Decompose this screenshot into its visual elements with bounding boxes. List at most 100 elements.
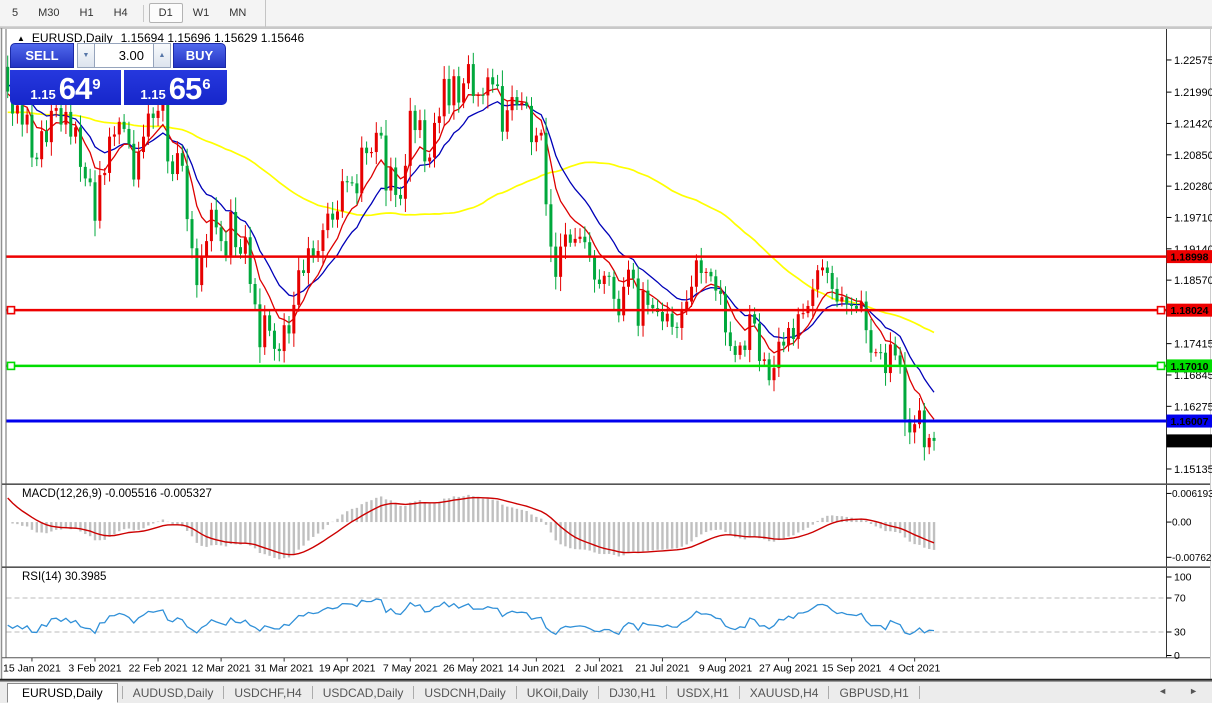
svg-text:100: 100: [1174, 572, 1192, 584]
svg-text:1.16007: 1.16007: [1171, 416, 1209, 428]
svg-text:14 Jun 2021: 14 Jun 2021: [507, 663, 565, 675]
svg-text:1.17010: 1.17010: [1171, 361, 1209, 373]
timeframe-5[interactable]: 5: [12, 7, 19, 19]
buy-button[interactable]: BUY: [173, 43, 226, 68]
svg-text:1.16845: 1.16845: [1174, 370, 1212, 382]
moving-averages: [7, 83, 935, 420]
svg-text:4 Oct 2021: 4 Oct 2021: [889, 663, 941, 675]
toolbar-separator: [265, 0, 267, 27]
svg-text:1.19710: 1.19710: [1174, 212, 1212, 224]
timeframe-mn[interactable]: MN: [229, 7, 247, 19]
svg-text:1.20850: 1.20850: [1174, 150, 1212, 162]
collapse-panel-icon[interactable]: ▲: [17, 33, 25, 43]
timeframe-d1[interactable]: D1: [148, 3, 183, 23]
volume-decrease-button[interactable]: ▼: [77, 43, 95, 68]
tab-usdchf-h4[interactable]: USDCHF,H4: [234, 685, 302, 700]
tab-audusd-daily[interactable]: AUDUSD,Daily: [132, 685, 214, 700]
svg-text:31 Mar 2021: 31 Mar 2021: [255, 663, 314, 675]
tabs-scroll-left-icon[interactable]: ◄: [1158, 686, 1168, 696]
chart-title: ▲ EURUSD,Daily 1.15694 1.15696 1.15629 1…: [17, 31, 304, 45]
toolbar-separator: [142, 4, 144, 22]
rsi-pane[interactable]: [6, 597, 1167, 636]
svg-text:70: 70: [1174, 593, 1186, 605]
svg-text:15 Sep 2021: 15 Sep 2021: [822, 663, 882, 675]
buy-price-pip: 6: [202, 76, 211, 93]
tab-separator: [828, 686, 830, 699]
hline-1.17010[interactable]: [6, 361, 1167, 371]
tab-ukoil-daily[interactable]: UKOil,Daily: [526, 685, 589, 700]
timeframe-h1[interactable]: H1: [79, 7, 94, 19]
svg-text:1.18024: 1.18024: [1171, 305, 1209, 317]
macd-pane[interactable]: [7, 494, 936, 560]
sell-price-display[interactable]: 1.15 64 9: [10, 70, 121, 105]
svg-text:21 Jul 2021: 21 Jul 2021: [635, 663, 689, 675]
tab-eurusd-daily[interactable]: EURUSD,Daily: [7, 682, 118, 703]
tab-usdcnh-daily[interactable]: USDCNH,Daily: [424, 685, 506, 700]
spin-up-icon: ▲: [158, 52, 166, 59]
svg-text:15 Jan 2021: 15 Jan 2021: [3, 663, 61, 675]
tab-xauusd-h4[interactable]: XAUUSD,H4: [749, 685, 819, 700]
buy-price-display[interactable]: 1.15 65 6: [124, 70, 227, 105]
svg-text:1.20280: 1.20280: [1174, 181, 1212, 193]
svg-text:22 Feb 2021: 22 Feb 2021: [129, 663, 188, 675]
svg-text:30: 30: [1174, 627, 1186, 639]
ohlc-quotes: 1.15694 1.15696 1.15629 1.15646: [120, 31, 305, 45]
svg-text:3 Feb 2021: 3 Feb 2021: [68, 663, 121, 675]
svg-text:1.21990: 1.21990: [1174, 87, 1212, 99]
svg-text:0.006193: 0.006193: [1172, 489, 1212, 500]
svg-text:1.21420: 1.21420: [1174, 118, 1212, 130]
tab-separator: [413, 686, 415, 699]
sell-button[interactable]: SELL: [10, 43, 74, 68]
pane-borders: [0, 27, 1212, 681]
price-axis: 1.22575 1.21990 1.21420 1.20850 1.20280 1.197…: [1166, 55, 1212, 662]
hline-1.18024[interactable]: [6, 305, 1167, 315]
tab-separator: [121, 686, 123, 699]
svg-text:1.15135: 1.15135: [1174, 464, 1212, 476]
tab-separator: [738, 686, 740, 699]
svg-text:9 Aug 2021: 9 Aug 2021: [699, 663, 752, 675]
symbol-period-label: EURUSD,Daily: [31, 31, 113, 45]
tab-gbpusd-h1[interactable]: GBPUSD,H1: [839, 685, 909, 700]
svg-text:27 Aug 2021: 27 Aug 2021: [759, 663, 818, 675]
rsi-label: RSI(14) 30.3985: [22, 571, 107, 583]
tab-separator: [515, 686, 517, 699]
tabs-scroll-right-icon[interactable]: ►: [1189, 686, 1198, 696]
sell-price-pip: 9: [92, 76, 101, 93]
date-axis: 15 Jan 2021 3 Feb 2021 22 Feb 2021 12 Mar 2…: [3, 658, 940, 675]
timeframe-m30[interactable]: M30: [38, 7, 60, 19]
tab-separator: [311, 686, 313, 699]
svg-text:19 Apr 2021: 19 Apr 2021: [319, 663, 376, 675]
tab-separator: [665, 686, 667, 699]
timeframe-toolbar: 5 M30 H1 H4 D1 W1 MN: [0, 0, 1212, 27]
svg-text:26 May 2021: 26 May 2021: [443, 663, 504, 675]
svg-text:12 Mar 2021: 12 Mar 2021: [192, 663, 251, 675]
volume-increase-button[interactable]: ▲: [153, 43, 171, 68]
timeframe-h4[interactable]: H4: [113, 7, 128, 19]
svg-text:0.00: 0.00: [1172, 518, 1192, 529]
symbol-tab-bar: EURUSD,Daily AUDUSD,Daily USDCHF,H4 USDCAD,…: [0, 681, 1212, 703]
svg-text:1.17415: 1.17415: [1174, 339, 1212, 351]
timeframe-w1[interactable]: W1: [192, 7, 210, 19]
svg-text:2 Jul 2021: 2 Jul 2021: [575, 663, 624, 675]
tab-usdcad-daily[interactable]: USDCAD,Daily: [322, 685, 404, 700]
spin-down-icon: ▼: [82, 52, 90, 59]
svg-text:1.16275: 1.16275: [1174, 401, 1212, 413]
svg-text:7 May 2021: 7 May 2021: [383, 663, 438, 675]
tab-usdx-h1[interactable]: USDX,H1: [676, 685, 729, 700]
svg-text:1.18998: 1.18998: [1171, 252, 1209, 264]
one-click-trading-panel: SELL ▼ ▲ BUY 1.15 64 9 1.15 65 6: [10, 43, 227, 105]
tab-separator: [223, 686, 225, 699]
sell-price-main: 64: [58, 71, 92, 106]
buy-price-prefix: 1.15: [140, 87, 166, 102]
svg-text:0: 0: [1174, 650, 1180, 662]
svg-text:1.22575: 1.22575: [1174, 55, 1212, 67]
tab-dj30-h1[interactable]: DJ30,H1: [609, 685, 656, 700]
horizontal-lines: [6, 255, 1167, 423]
sell-price-prefix: 1.15: [30, 87, 56, 102]
tab-separator: [598, 686, 600, 699]
buy-price-main: 65: [168, 71, 202, 106]
volume-input[interactable]: [95, 43, 153, 68]
svg-text:1.18570: 1.18570: [1174, 275, 1212, 287]
